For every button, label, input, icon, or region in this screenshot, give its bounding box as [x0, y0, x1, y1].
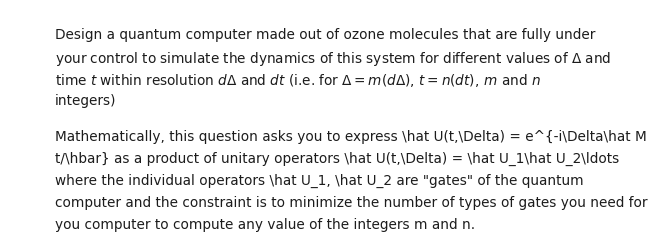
- Text: computer and the constraint is to minimize the number of types of gates you need: computer and the constraint is to minimi…: [55, 196, 647, 210]
- Text: time $t$ within resolution $d\Delta$ and $dt$ (i.e. for $\Delta = m(d\Delta),\, : time $t$ within resolution $d\Delta$ and…: [55, 72, 541, 89]
- Text: your control to simulate the dynamics of this system for different values of $\D: your control to simulate the dynamics of…: [55, 50, 612, 68]
- Text: Design a quantum computer made out of ozone molecules that are fully under: Design a quantum computer made out of oz…: [55, 28, 595, 42]
- Text: integers): integers): [55, 93, 116, 108]
- Text: t/\hbar} as a product of unitary operators \hat U(t,\Delta) = \hat U_1\hat U_2\l: t/\hbar} as a product of unitary operato…: [55, 152, 619, 166]
- Text: Mathematically, this question asks you to express \hat U(t,\Delta) = e^{-i\Delta: Mathematically, this question asks you t…: [55, 130, 647, 144]
- Text: where the individual operators \hat U_1, \hat U_2 are "gates" of the quantum: where the individual operators \hat U_1,…: [55, 174, 584, 188]
- Text: you computer to compute any value of the integers m and n.: you computer to compute any value of the…: [55, 218, 475, 231]
